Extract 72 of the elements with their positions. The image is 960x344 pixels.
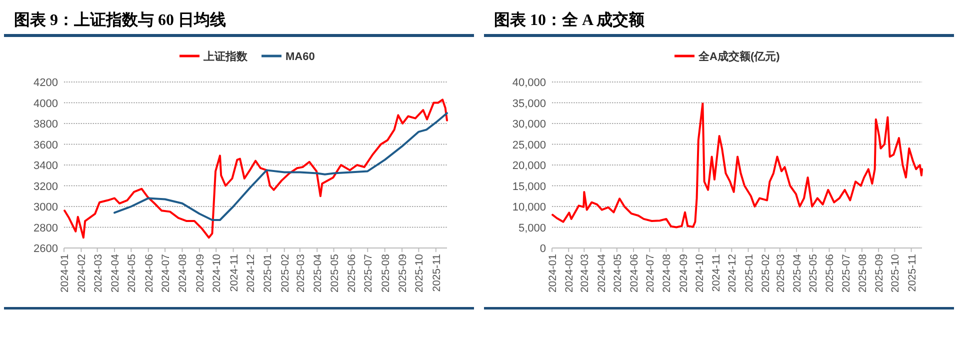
- y-tick-label: 4000: [34, 98, 58, 110]
- x-tick-label: 2024-09: [194, 254, 206, 293]
- y-tick-label: 10,000: [512, 202, 546, 214]
- x-tick-label: 2025-11: [430, 254, 443, 292]
- x-tick-label: 2025-02: [760, 254, 772, 293]
- x-tick-label: 2025-06: [824, 254, 836, 293]
- x-tick-label: 2025-08: [856, 254, 869, 293]
- x-tick-label: 2024-11: [710, 254, 723, 292]
- x-tick-label: 2025-08: [380, 254, 392, 293]
- legend-label: 上证指数: [202, 50, 248, 63]
- x-tick-label: 2024-09: [678, 254, 690, 293]
- x-tick-label: 2024-08: [661, 254, 674, 293]
- x-tick-label: 2025-04: [312, 254, 324, 293]
- x-tick-label: 2024-03: [579, 254, 592, 293]
- y-tick-label: 5,000: [518, 222, 546, 234]
- line-series: [64, 98, 448, 239]
- y-tick-label: 15,000: [512, 180, 546, 193]
- x-tick-label: 2024-03: [92, 254, 104, 293]
- chart-title: 图表 10：全 A 成交额: [494, 10, 646, 29]
- x-tick-label: 2025-10: [890, 254, 902, 293]
- x-tick-label: 2025-09: [874, 254, 886, 293]
- x-tick-label: 2024-04: [110, 254, 122, 293]
- x-tick-label: 2024-06: [628, 254, 641, 293]
- legend-label: MA60: [286, 51, 315, 63]
- x-tick-label: 2024-08: [177, 254, 190, 293]
- x-tick-label: 2025-02: [279, 254, 292, 293]
- x-tick-label: 2025-05: [808, 254, 820, 293]
- x-tick-label: 2025-05: [328, 254, 341, 293]
- x-tick-label: 2025-03: [294, 254, 307, 293]
- x-tick-label: 2024-10: [694, 254, 706, 293]
- x-tick-label: 2024-05: [612, 254, 624, 293]
- y-tick-label: 3400: [34, 160, 58, 172]
- y-tick-label: 40,000: [512, 77, 546, 89]
- x-tick-label: 2025-04: [792, 254, 804, 293]
- x-tick-label: 2025-10: [414, 254, 426, 293]
- y-tick-label: 2600: [34, 243, 58, 255]
- y-tick-label: 3800: [34, 118, 58, 130]
- line-series: [552, 102, 923, 228]
- x-tick-label: 2024-04: [596, 254, 608, 293]
- y-tick-label: 25,000: [512, 139, 546, 152]
- x-tick-label: 2024-12: [244, 254, 257, 293]
- x-tick-label: 2025-01: [262, 254, 274, 293]
- x-tick-label: 2025-11: [906, 254, 918, 292]
- line-series: [114, 112, 448, 221]
- x-tick-label: 2025-01: [743, 254, 756, 293]
- x-tick-label: 2024-10: [211, 254, 224, 293]
- y-tick-label: 20,000: [512, 160, 546, 172]
- x-tick-label: 2025-03: [774, 254, 787, 293]
- y-tick-label: 30,000: [512, 118, 546, 130]
- y-tick-label: 2800: [34, 222, 58, 234]
- x-tick-label: 2025-09: [397, 254, 410, 293]
- x-tick-label: 2025-07: [362, 254, 375, 293]
- x-tick-label: 2024-11: [228, 254, 240, 292]
- x-tick-label: 2025-06: [346, 254, 358, 293]
- chart-title: 图表 9：上证指数与 60 日均线: [14, 11, 226, 29]
- y-tick-label: 35,000: [512, 98, 546, 110]
- x-tick-label: 2024-05: [126, 254, 138, 293]
- y-tick-label: 4200: [34, 77, 58, 89]
- x-tick-label: 2024-06: [143, 254, 156, 293]
- x-tick-label: 2024-12: [726, 254, 739, 293]
- x-tick-label: 2025-07: [840, 254, 852, 293]
- x-tick-label: 2024-07: [644, 254, 657, 293]
- x-tick-label: 2024-02: [76, 254, 88, 293]
- y-tick-label: 3200: [34, 180, 58, 193]
- y-tick-label: 0: [540, 243, 546, 255]
- x-tick-label: 2024-01: [59, 254, 71, 293]
- legend-label: 全A成交额(亿元): [698, 50, 780, 63]
- x-tick-label: 2024-01: [547, 254, 559, 293]
- x-tick-label: 2024-07: [160, 254, 172, 293]
- x-tick-label: 2024-02: [564, 254, 576, 293]
- y-tick-label: 3000: [34, 202, 58, 214]
- y-tick-label: 3600: [34, 139, 58, 152]
